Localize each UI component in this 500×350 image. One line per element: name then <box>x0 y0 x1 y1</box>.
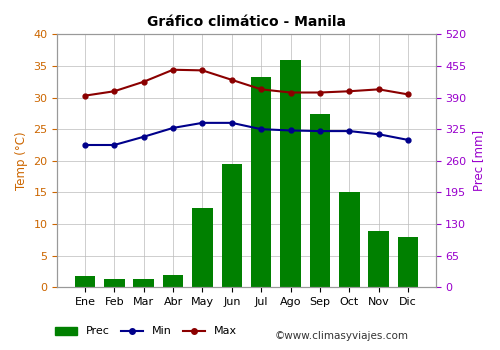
Text: ©www.climasyviajes.com: ©www.climasyviajes.com <box>275 331 409 341</box>
Legend: Prec, Min, Max: Prec, Min, Max <box>50 322 242 341</box>
Title: Gráfico climático - Manila: Gráfico climático - Manila <box>147 15 346 29</box>
Bar <box>398 237 418 287</box>
Bar <box>163 275 184 287</box>
Bar <box>251 77 272 287</box>
Bar <box>222 164 242 287</box>
Bar <box>368 231 389 287</box>
Y-axis label: Prec [mm]: Prec [mm] <box>472 130 485 191</box>
Bar <box>339 192 359 287</box>
Bar <box>310 114 330 287</box>
Bar <box>280 60 301 287</box>
Bar <box>74 276 95 287</box>
Bar <box>104 279 124 287</box>
Bar <box>134 279 154 287</box>
Y-axis label: Temp (°C): Temp (°C) <box>15 132 28 190</box>
Bar <box>192 208 212 287</box>
